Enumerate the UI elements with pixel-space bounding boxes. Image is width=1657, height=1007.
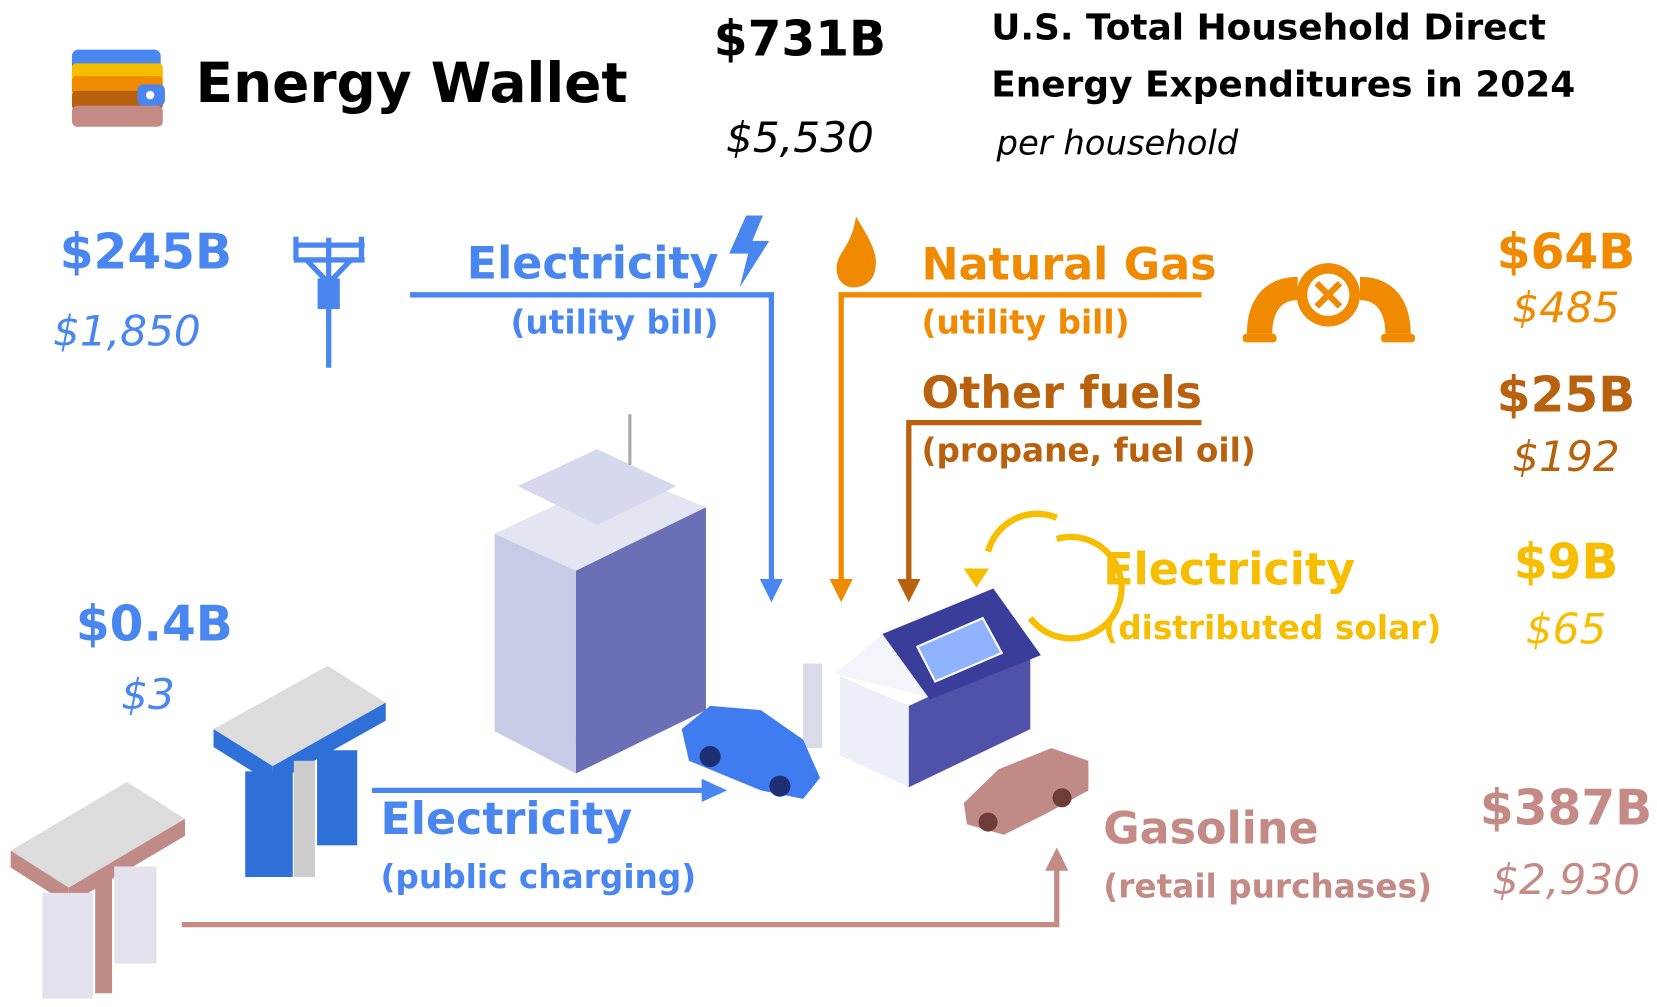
flow-sublabel: (retail purchases) [1103, 868, 1432, 906]
flow-label: Electricity [380, 794, 632, 845]
flow-per-household: $3 [121, 670, 175, 719]
flow-sublabel: (distributed solar) [1103, 609, 1441, 647]
flow-sublabel: (utility bill) [921, 303, 1129, 341]
flow-sublabel: (public charging) [380, 858, 696, 896]
house [803, 589, 1041, 788]
flow-label: Electricity [467, 238, 719, 289]
subtitle: U.S. Total Household Direct [991, 8, 1546, 49]
flow-per-household: $65 [1526, 604, 1607, 653]
infographic: Energy Wallet $731B $5,530 U.S. Total Ho… [0, 0, 1657, 1007]
flow-sublabel: (propane, fuel oil) [921, 431, 1255, 469]
flow-per-household: $485 [1512, 283, 1620, 332]
flame-icon [837, 217, 876, 288]
subtitle: Energy Expenditures in 2024 [991, 65, 1575, 106]
building [495, 414, 706, 773]
flow-label: Other fuels [921, 368, 1201, 419]
flow-label: Electricity [1103, 545, 1355, 596]
total: $731B [714, 11, 886, 67]
wallet-icon [72, 50, 165, 127]
flow-per-household: $192 [1512, 432, 1620, 481]
flow-label: Gasoline [1103, 804, 1318, 855]
gas-station [11, 782, 185, 999]
page: Energy Wallet $731B $5,530 U.S. Total Ho… [0, 0, 1657, 1007]
flow-total: $387B [1480, 781, 1652, 837]
title: Energy Wallet [196, 51, 628, 115]
pole-icon [294, 237, 365, 368]
bolt-icon [729, 216, 769, 288]
flow-total: $0.4B [76, 597, 233, 653]
per-household-note: per household [996, 123, 1239, 162]
pipe-icon [1243, 263, 1415, 342]
ev-station [214, 666, 386, 877]
flow-per-household: $1,850 [53, 306, 201, 355]
flow-sublabel: (utility bill) [510, 303, 718, 341]
flow-label: Natural Gas [921, 239, 1216, 290]
flow-total: $9B [1514, 534, 1619, 590]
flow-per-household: $2,930 [1492, 855, 1640, 904]
flow-total: $25B [1497, 367, 1635, 423]
flow-total: $64B [1497, 225, 1635, 281]
rose-car [964, 748, 1089, 835]
total-per-household: $5,530 [726, 113, 874, 162]
flow-total: $245B [60, 225, 232, 281]
